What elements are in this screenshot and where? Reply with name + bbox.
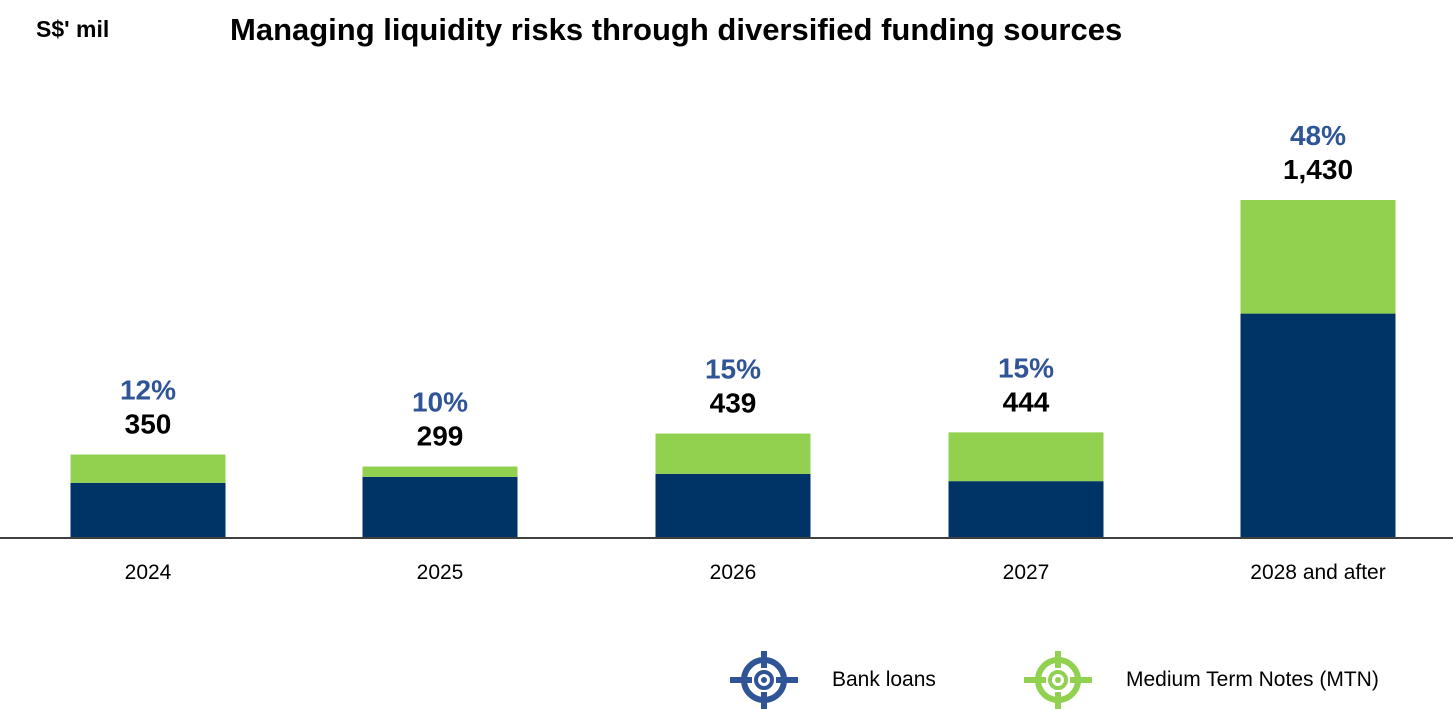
total-label: 1,430	[1283, 154, 1353, 185]
percent-label: 15%	[998, 352, 1054, 383]
legend-label: Bank loans	[832, 668, 936, 691]
chart-title: Managing liquidity risks through diversi…	[230, 12, 1123, 47]
total-label: 444	[1003, 386, 1050, 417]
bar-mtn	[948, 432, 1104, 482]
stacked-bar-chart: 35012%202429910%202543915%202644415%2027…	[0, 120, 1453, 584]
unit-label: S$' mil	[36, 16, 110, 42]
legend-item-mtn: Medium Term Notes (MTN)	[1022, 650, 1379, 710]
total-label: 299	[417, 421, 464, 452]
bar-bank-loans	[362, 476, 518, 537]
percent-label: 15%	[705, 354, 761, 385]
percent-label: 48%	[1290, 120, 1346, 151]
x-tick-label: 2025	[417, 561, 464, 584]
total-label: 439	[710, 388, 757, 419]
bars-group: 35012%202429910%202543915%202644415%2027…	[70, 120, 1396, 584]
x-tick-label: 2026	[710, 561, 757, 584]
bar-mtn	[655, 433, 811, 474]
x-tick-label: 2028 and after	[1250, 561, 1385, 584]
percent-label: 12%	[120, 375, 176, 406]
percent-label: 10%	[412, 387, 468, 418]
legend-label: Medium Term Notes (MTN)	[1126, 668, 1379, 691]
bar-bank-loans	[1240, 313, 1396, 537]
total-label: 350	[125, 409, 172, 440]
legend-item-bank-loans: Bank loans	[728, 650, 936, 710]
x-tick-label: 2027	[1003, 561, 1050, 584]
bar-mtn	[70, 454, 226, 483]
bar-bank-loans	[655, 473, 811, 537]
target-icon	[730, 651, 798, 709]
x-tick-label: 2024	[125, 561, 172, 584]
bar-mtn	[1240, 200, 1396, 314]
bar-mtn	[362, 466, 518, 477]
bar-bank-loans	[948, 481, 1104, 537]
bar-bank-loans	[70, 482, 226, 537]
target-icon	[1024, 651, 1092, 709]
